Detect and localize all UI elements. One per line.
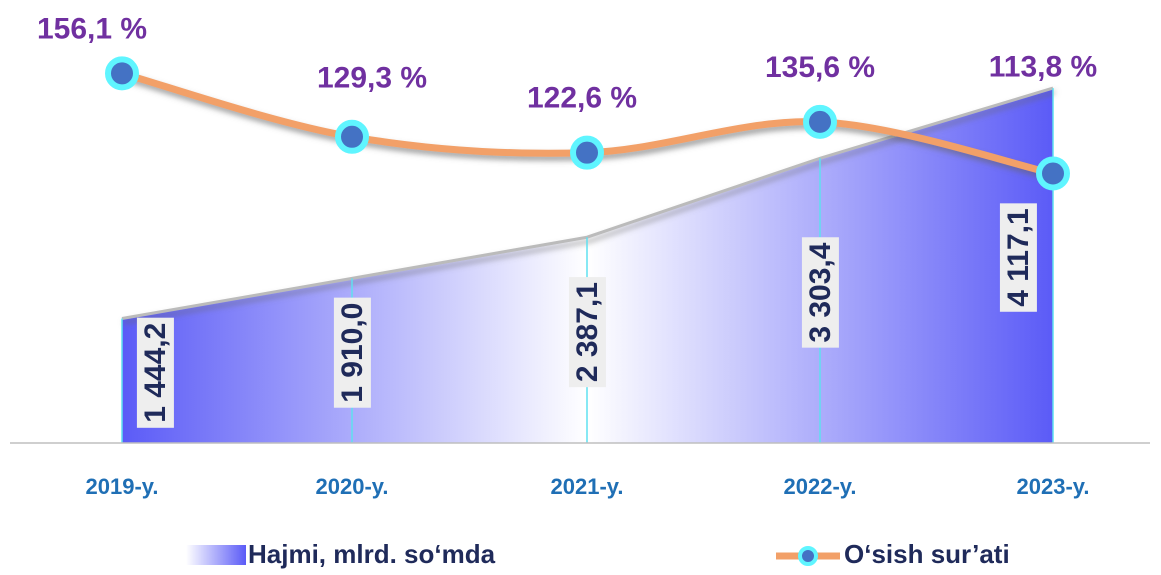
line-value-label: 156,1 %: [37, 12, 147, 45]
legend-swatch: [186, 545, 246, 565]
value-label-group: 3 303,4: [801, 237, 839, 348]
value-label-bg: [333, 297, 371, 408]
value-label-bg: [801, 237, 839, 348]
value-label: 4 117,1: [1002, 208, 1035, 306]
marker: [1036, 156, 1070, 191]
legend-label: O‘sish sur’ati: [844, 539, 1010, 569]
marker: [803, 104, 837, 139]
value-label: 1 910,0: [336, 303, 369, 403]
value-label: 2 387,1: [571, 282, 604, 382]
value-label-bg: [999, 203, 1037, 312]
line-value-label: 129,3 %: [317, 62, 427, 95]
value-label-group: 1 910,0: [333, 297, 371, 408]
x-tick-label: 2021-y.: [551, 474, 624, 499]
value-label-group: 4 117,1: [999, 203, 1037, 312]
line-value-label: 135,6 %: [765, 51, 875, 84]
x-tick-label: 2019-y.: [86, 474, 159, 499]
value-label-group: 2 387,1: [568, 277, 606, 388]
x-tick-label: 2022-y.: [784, 474, 857, 499]
marker: [570, 135, 604, 170]
value-label: 1 444,2: [139, 323, 172, 423]
x-tick-label: 2020-y.: [316, 474, 389, 499]
value-label-group: 1 444,2: [136, 317, 174, 428]
marker: [335, 119, 369, 154]
line-value-label: 122,6 %: [527, 82, 637, 115]
line-value-label: 113,8 %: [989, 50, 1097, 83]
x-tick-label: 2023-y.: [1017, 474, 1090, 499]
value-label-bg: [568, 277, 606, 388]
legend-label: Hajmi, mlrd. so‘mda: [248, 539, 496, 569]
legend-marker: [798, 546, 818, 566]
value-label: 3 303,4: [804, 242, 837, 342]
marker: [105, 56, 139, 91]
value-label-bg: [136, 317, 174, 428]
